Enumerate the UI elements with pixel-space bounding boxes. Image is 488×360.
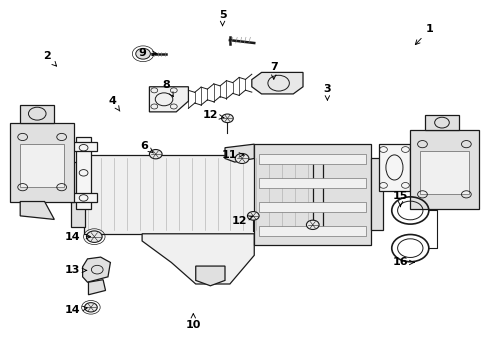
Polygon shape bbox=[88, 280, 105, 295]
Bar bbox=[378, 144, 409, 191]
Text: 5: 5 bbox=[218, 10, 226, 26]
Bar bbox=[312, 162, 322, 226]
Bar bbox=[259, 226, 366, 235]
Circle shape bbox=[149, 149, 162, 159]
Bar bbox=[259, 154, 366, 164]
Text: 9: 9 bbox=[138, 48, 157, 58]
Bar bbox=[424, 116, 458, 130]
Bar bbox=[254, 144, 370, 244]
Text: 10: 10 bbox=[185, 314, 201, 330]
Text: 14: 14 bbox=[65, 305, 87, 315]
Polygon shape bbox=[224, 144, 254, 162]
Text: 13: 13 bbox=[65, 265, 86, 275]
Text: 11: 11 bbox=[222, 150, 243, 160]
Polygon shape bbox=[251, 72, 303, 94]
Text: 15: 15 bbox=[392, 191, 407, 207]
Text: 6: 6 bbox=[141, 141, 153, 153]
Circle shape bbox=[84, 303, 97, 312]
Bar bbox=[409, 130, 478, 209]
Bar bbox=[10, 123, 74, 202]
Bar bbox=[419, 151, 468, 194]
Bar bbox=[71, 162, 85, 226]
Polygon shape bbox=[142, 234, 254, 284]
Circle shape bbox=[247, 212, 259, 220]
Text: 16: 16 bbox=[392, 257, 413, 267]
Bar bbox=[70, 193, 97, 202]
Text: 7: 7 bbox=[269, 62, 277, 79]
Bar bbox=[76, 137, 91, 209]
Polygon shape bbox=[82, 257, 110, 282]
Bar bbox=[259, 178, 366, 188]
Circle shape bbox=[306, 220, 319, 229]
Text: 1: 1 bbox=[414, 24, 433, 45]
Bar bbox=[83, 155, 312, 234]
Text: 8: 8 bbox=[163, 80, 173, 96]
Text: 12: 12 bbox=[202, 111, 224, 121]
Circle shape bbox=[221, 114, 233, 123]
Polygon shape bbox=[20, 202, 54, 220]
Bar bbox=[370, 158, 383, 230]
Text: 12: 12 bbox=[231, 216, 252, 226]
Text: 2: 2 bbox=[43, 51, 57, 66]
Bar bbox=[20, 105, 54, 123]
Bar bbox=[70, 142, 97, 151]
Circle shape bbox=[86, 231, 102, 242]
Circle shape bbox=[136, 48, 150, 59]
Bar bbox=[20, 144, 64, 187]
Circle shape bbox=[235, 153, 248, 163]
Text: 14: 14 bbox=[65, 232, 90, 242]
Bar bbox=[259, 202, 366, 212]
Text: 3: 3 bbox=[323, 84, 330, 100]
Polygon shape bbox=[195, 266, 224, 286]
Text: 4: 4 bbox=[109, 96, 120, 111]
Polygon shape bbox=[149, 87, 188, 112]
